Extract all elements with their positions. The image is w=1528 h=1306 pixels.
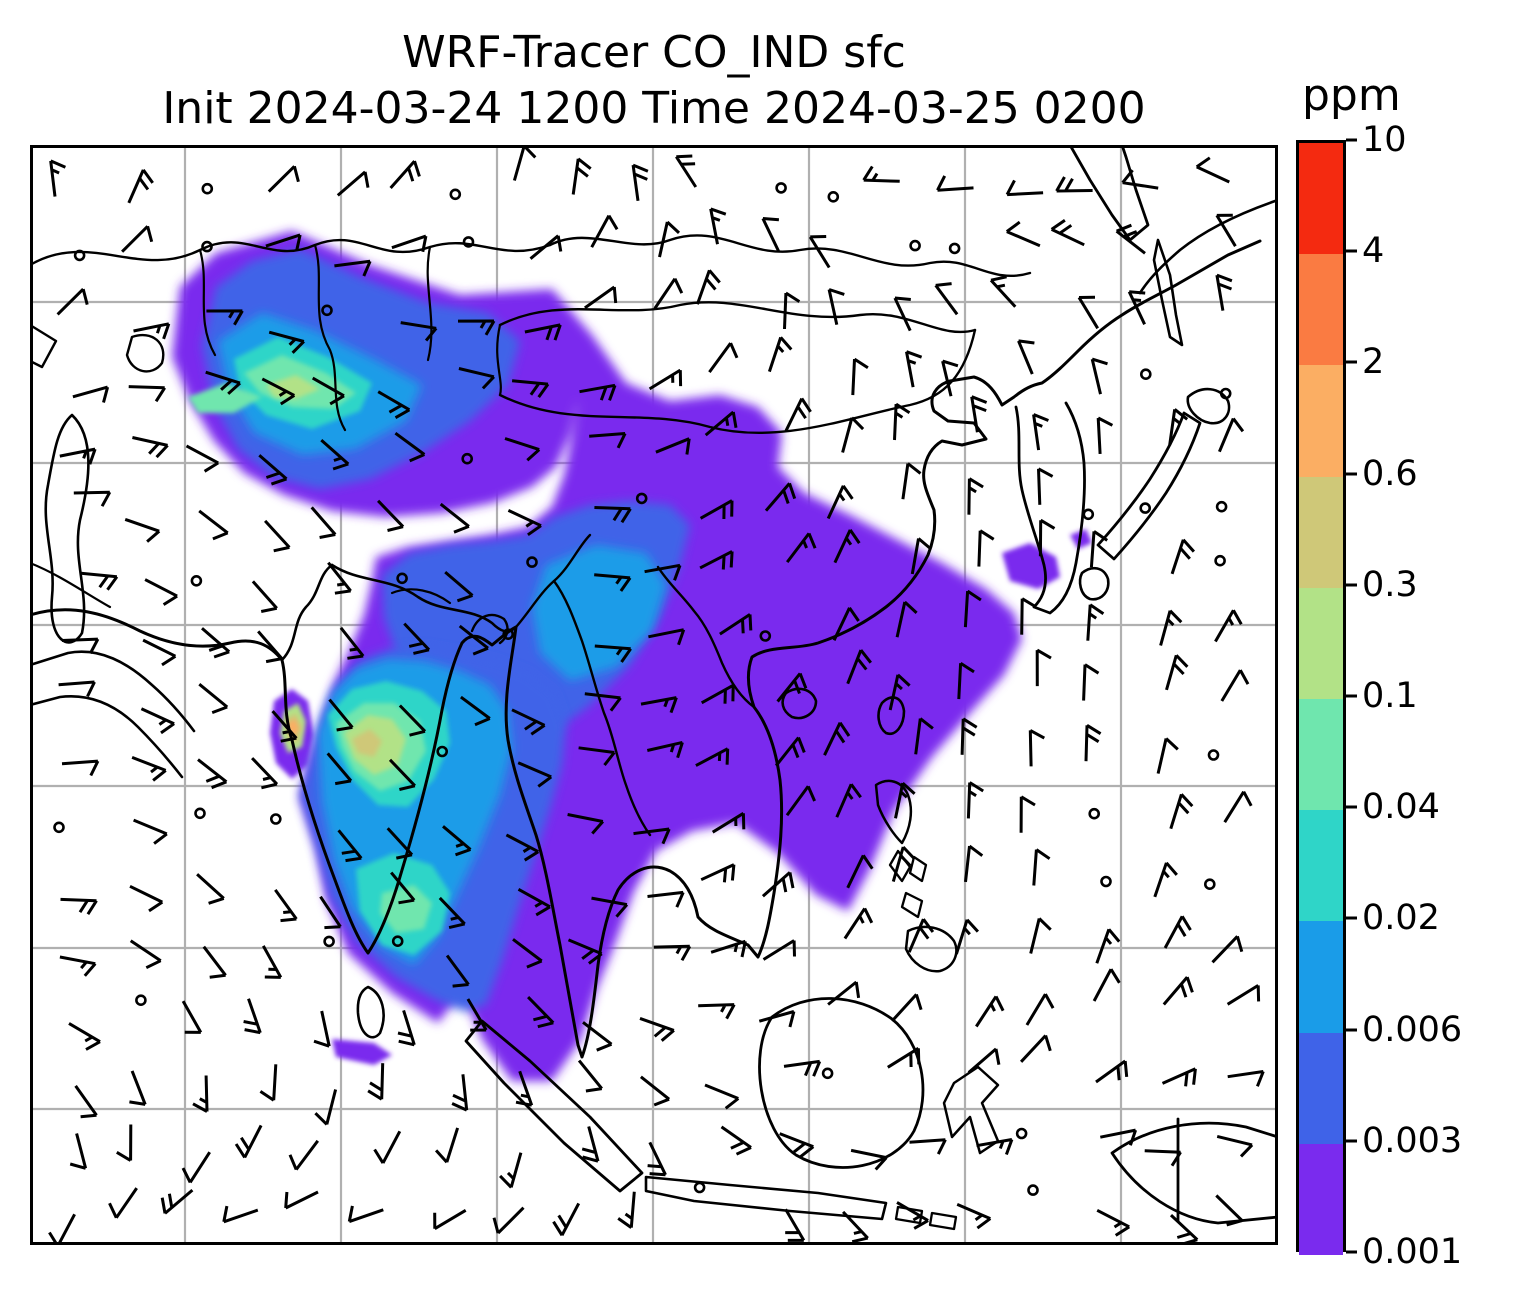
- colorbar-unit-label: ppm: [1302, 70, 1401, 121]
- colorbar-segment: [1299, 699, 1343, 811]
- colorbar-tick-mark: [1346, 1028, 1357, 1032]
- colorbar-tick-label: 0.1: [1362, 676, 1418, 716]
- coastlines: [30, 145, 1278, 1231]
- colorbar-tick-mark: [1346, 1250, 1357, 1254]
- colorbar-segment: [1299, 1143, 1343, 1256]
- colorbar-segment: [1299, 476, 1343, 589]
- map-canvas: [30, 145, 1278, 1245]
- colorbar-segment: [1299, 254, 1343, 366]
- colorbar-tick-mark: [1346, 472, 1357, 476]
- colorbar-tick-label: 0.6: [1362, 453, 1418, 494]
- colorbar: [1296, 140, 1346, 1256]
- colorbar-tick-label: 0.006: [1362, 1009, 1463, 1050]
- colorbar-segment: [1299, 810, 1343, 922]
- colorbar-tick-mark: [1346, 805, 1357, 809]
- colorbar-tick-label: 2: [1362, 342, 1385, 383]
- colorbar-segment: [1299, 587, 1343, 700]
- colorbar-tick-mark: [1346, 138, 1357, 142]
- colorbar-segment: [1299, 365, 1343, 478]
- colorbar-tick-label: 0.003: [1362, 1120, 1463, 1161]
- colorbar-tick-label: 0.04: [1362, 787, 1440, 828]
- colorbar-tick-mark: [1346, 249, 1357, 253]
- colorbar-segment: [1299, 1032, 1343, 1145]
- wind-barbs: [48, 145, 1265, 1245]
- plot-title: WRF-Tracer CO_IND sfc: [402, 27, 906, 78]
- colorbar-tick-label: 0.3: [1362, 564, 1418, 605]
- colorbar-tick-mark: [1346, 916, 1357, 920]
- map-frame: [30, 145, 1278, 1245]
- colorbar-tick-label: 0.02: [1362, 898, 1440, 939]
- colorbar-tick-mark: [1346, 583, 1357, 587]
- colorbar-tick-label: 0.001: [1362, 1232, 1463, 1272]
- colorbar-tick-mark: [1346, 1139, 1357, 1143]
- plot-subtitle: Init 2024-03-24 1200 Time 2024-03-25 020…: [162, 83, 1146, 134]
- colorbar-segment: [1299, 921, 1343, 1034]
- colorbar-tick-mark: [1346, 360, 1357, 364]
- colorbar-tick-label: 4: [1362, 231, 1385, 272]
- colorbar-segment: [1299, 143, 1343, 255]
- colorbar-tick-label: 10: [1362, 120, 1407, 160]
- concentration-field: [172, 231, 1092, 1081]
- colorbar-tick-mark: [1346, 694, 1357, 698]
